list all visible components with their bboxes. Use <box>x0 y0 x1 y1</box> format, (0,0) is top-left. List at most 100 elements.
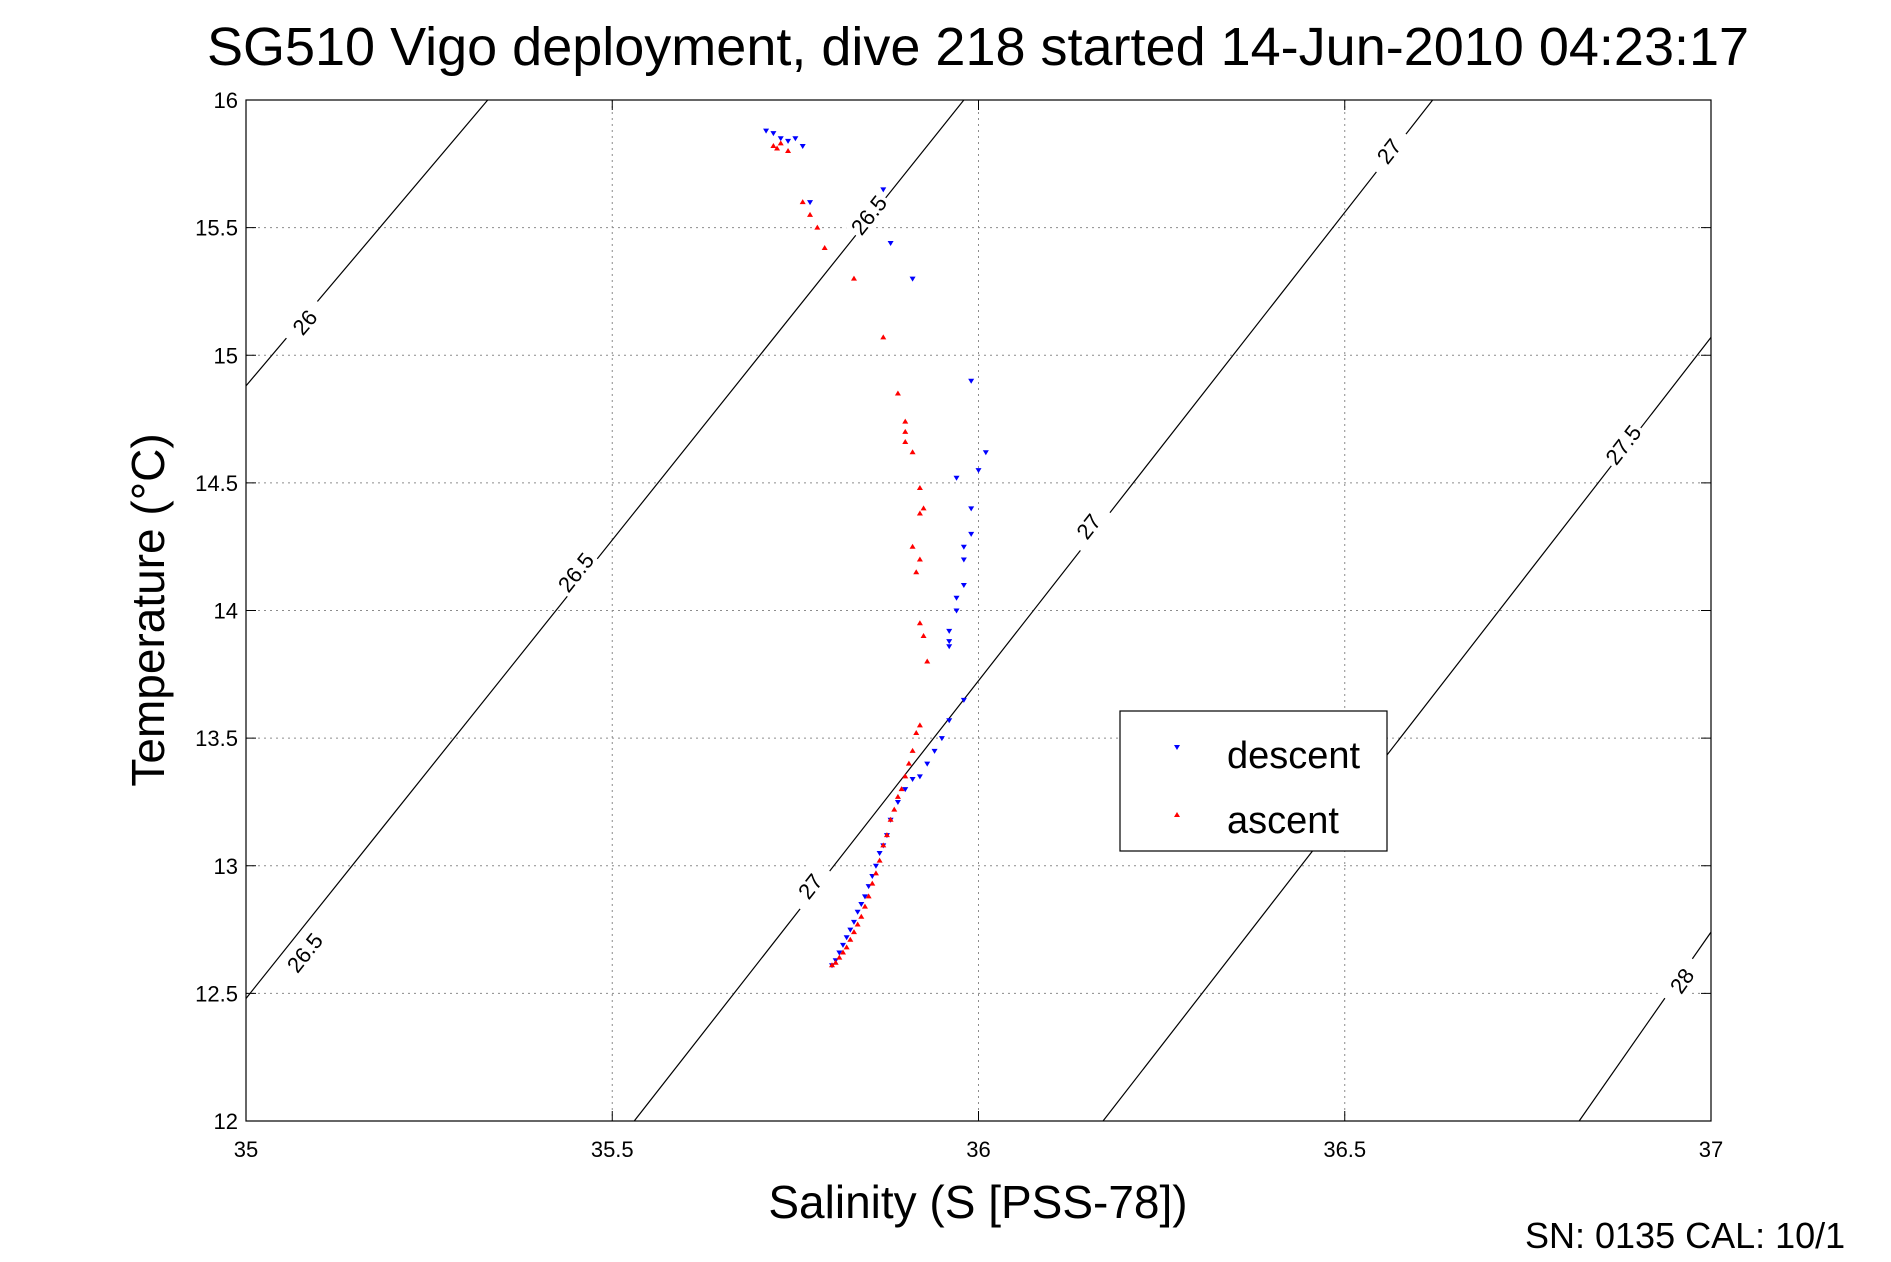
legend-descent-marker <box>1174 745 1180 750</box>
descent-point <box>785 138 792 144</box>
descent-point <box>777 136 784 142</box>
legend-descent-label: descent <box>1227 735 1361 777</box>
descent-point <box>836 950 843 956</box>
ascent-point <box>880 334 887 340</box>
ascent-point <box>861 903 868 909</box>
ascent-point <box>799 199 806 205</box>
y-tick-label: 15.5 <box>195 216 238 241</box>
descent-point <box>924 761 931 767</box>
descent-point <box>960 697 967 703</box>
ascent-point <box>858 913 865 919</box>
descent-point <box>938 736 945 742</box>
ascent-point <box>869 880 876 886</box>
ascent-point <box>916 556 923 562</box>
descent-point <box>960 582 967 588</box>
data-points <box>763 128 989 969</box>
ascent-point <box>814 224 821 230</box>
contour-label-bg <box>843 187 894 242</box>
ascent-point <box>909 543 916 549</box>
ascent-point <box>913 730 920 736</box>
ascent-point <box>916 510 923 516</box>
ascent-point <box>902 439 909 445</box>
ascent-point <box>839 949 846 955</box>
descent-point <box>807 200 814 206</box>
ascent-point <box>916 620 923 626</box>
y-tick-label: 13 <box>214 854 238 879</box>
ascent-point <box>920 505 927 511</box>
ascent-point <box>898 786 905 792</box>
ascent-point <box>902 428 909 434</box>
contour-label-bg <box>1363 124 1414 178</box>
ascent-point <box>836 954 843 960</box>
descent-point <box>946 718 953 724</box>
ascent-point <box>883 832 890 838</box>
ascent-point <box>902 773 909 779</box>
descent-point <box>953 475 960 481</box>
descent-point <box>968 531 975 537</box>
axis-ticks: 35 35.5 36 36.5 37 12 12.5 13 13.5 14 14.5 15 15.5 16 <box>195 88 1723 1162</box>
ascent-point <box>876 857 883 863</box>
contour-label-bg <box>1657 953 1707 1008</box>
descent-point <box>854 909 861 915</box>
descent-point <box>872 863 879 869</box>
descent-point <box>960 557 967 563</box>
density-contour-line <box>1102 337 1712 1122</box>
descent-point <box>887 240 894 246</box>
contour-label-bg <box>1598 417 1649 472</box>
ascent-point <box>854 921 861 927</box>
descent-point <box>843 935 850 941</box>
ascent-point <box>807 211 814 217</box>
y-tick-label: 14.5 <box>195 471 238 496</box>
descent-point <box>946 628 953 634</box>
ascent-point <box>913 569 920 575</box>
contour-label-bg <box>279 295 331 349</box>
ascent-point <box>916 484 923 490</box>
ascent-point <box>909 747 916 753</box>
density-contour-line <box>245 99 965 999</box>
y-tick-label: 12 <box>214 1109 238 1134</box>
x-tick-label: 36 <box>966 1137 990 1162</box>
y-tick-label: 12.5 <box>195 981 238 1006</box>
legend: descent ascent <box>1119 710 1388 852</box>
ascent-point <box>843 944 850 950</box>
contour-label-bg <box>1063 499 1114 554</box>
descent-point <box>931 748 938 754</box>
y-tick-label: 15 <box>214 343 238 368</box>
ascent-point <box>832 959 839 965</box>
descent-point <box>946 639 953 645</box>
descent-point <box>861 894 868 900</box>
descent-point <box>847 927 854 933</box>
y-tick-label: 14 <box>214 599 238 624</box>
legend-box <box>1119 710 1388 852</box>
ascent-point <box>847 936 854 942</box>
ascent-point <box>829 962 835 968</box>
descent-point <box>876 850 883 856</box>
ascent-point <box>821 245 828 251</box>
contour-label-bg <box>279 925 330 980</box>
ascent-point <box>785 148 792 154</box>
ascent-point <box>887 816 894 822</box>
ascent-point <box>894 793 901 799</box>
ascent-point <box>924 658 931 664</box>
ascent-point <box>777 140 784 146</box>
density-contour-line <box>245 99 489 387</box>
descent-point <box>894 799 901 805</box>
descent-point <box>909 776 916 782</box>
ascent-point <box>774 145 781 151</box>
y-axis-label: Temperature (°C) <box>122 433 174 786</box>
ascent-point <box>872 870 879 876</box>
ascent-point <box>891 806 898 812</box>
descent-point <box>763 128 770 134</box>
ascent-point <box>865 893 872 899</box>
descent-point <box>909 276 916 282</box>
descent-point <box>975 468 982 474</box>
ascent-point <box>916 722 923 728</box>
x-tick-label: 36.5 <box>1323 1137 1366 1162</box>
ascent-point <box>850 929 857 935</box>
descent-point <box>916 774 923 780</box>
descent-point <box>946 644 953 650</box>
y-tick-label: 13.5 <box>195 726 238 751</box>
ascent-point <box>850 275 857 281</box>
